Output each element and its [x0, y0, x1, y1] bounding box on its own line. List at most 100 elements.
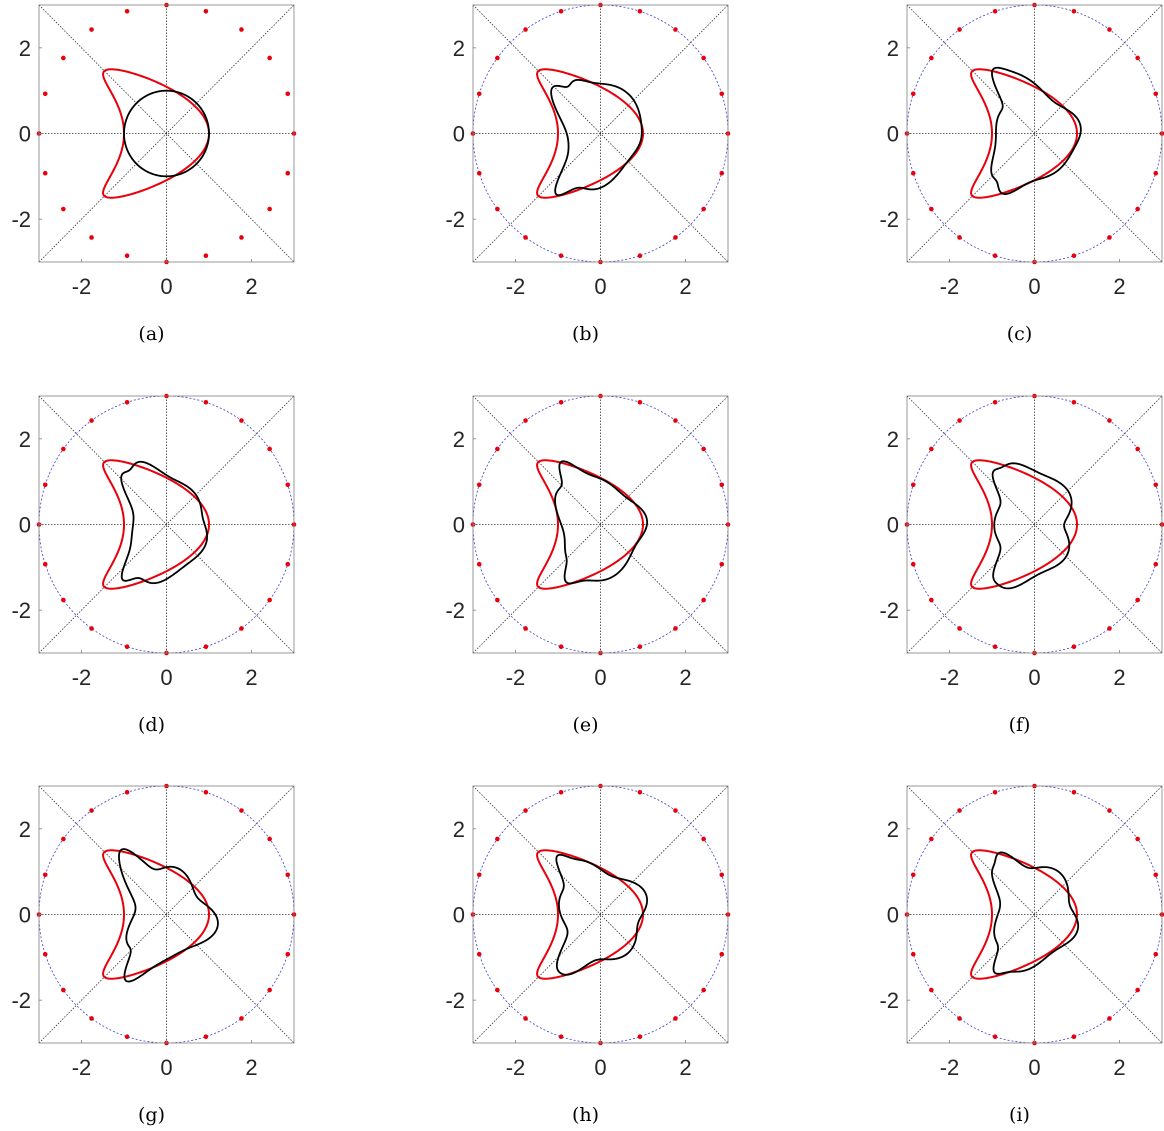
panel-caption: (i): [1009, 1104, 1030, 1126]
source-point: [267, 446, 272, 452]
source-point: [239, 626, 244, 631]
source-point: [1071, 8, 1077, 14]
source-point: [124, 253, 130, 259]
antidiagonal-guide-line: [473, 396, 728, 653]
source-point: [1107, 235, 1112, 240]
y-tick-label: 2: [453, 427, 465, 452]
x-tick-label: 2: [245, 665, 257, 690]
source-point: [267, 987, 272, 993]
x-tick-label: 0: [594, 665, 606, 690]
source-point: [495, 836, 500, 842]
source-point: [89, 418, 94, 423]
source-point: [701, 206, 706, 212]
source-point: [637, 8, 643, 14]
source-point: [992, 789, 998, 795]
source-point: [719, 561, 725, 567]
reconstruction-curve: [991, 462, 1073, 590]
y-tick-label: 0: [887, 903, 899, 928]
reconstruction-curve: [991, 851, 1080, 975]
source-point: [42, 951, 48, 957]
true-obstacle-curve: [970, 459, 1079, 590]
source-point: [89, 235, 94, 240]
antidiagonal-guide-line: [907, 396, 1162, 653]
plot-area: [39, 5, 294, 262]
source-point: [285, 872, 291, 878]
source-point: [203, 789, 209, 795]
x-tick-label: 2: [245, 274, 257, 299]
source-point: [637, 399, 643, 405]
source-point: [719, 170, 725, 176]
panel-caption: (b): [572, 323, 599, 345]
source-point: [1135, 206, 1140, 212]
x-tick-label: -2: [72, 665, 92, 690]
source-point: [124, 1034, 130, 1040]
x-tick-label: 0: [594, 1055, 606, 1080]
chart-panel-c: -2 0 2 -2 0 2 (c): [879, 2, 1164, 345]
antidiagonal-guide-line: [473, 786, 728, 1043]
y-tick-label: 2: [453, 36, 465, 61]
y-tick-label: -2: [445, 988, 465, 1013]
source-point: [957, 1016, 962, 1021]
chart-panel-e: -2 0 2 -2 0 2 (e): [445, 393, 731, 736]
y-tick-label: 0: [453, 122, 465, 147]
source-point: [239, 418, 244, 423]
panel-caption: (a): [138, 323, 164, 345]
measurement-circle: [473, 396, 728, 653]
source-point: [239, 27, 244, 32]
y-tick-label: 0: [453, 513, 465, 538]
x-tick-label: -2: [72, 274, 92, 299]
source-point: [719, 872, 725, 878]
source-point: [1153, 91, 1159, 97]
source-point: [476, 482, 482, 488]
source-point: [701, 836, 706, 842]
source-point: [1071, 789, 1077, 795]
x-tick-label: -2: [506, 665, 526, 690]
y-tick-label: -2: [445, 207, 465, 232]
source-point: [992, 253, 998, 259]
source-point: [673, 418, 678, 423]
reconstruction-curve: [990, 66, 1082, 195]
source-point: [495, 987, 500, 993]
source-point: [1135, 597, 1140, 603]
source-point: [1135, 987, 1140, 993]
true-obstacle-curve: [970, 68, 1079, 199]
source-point: [1107, 626, 1112, 631]
source-point: [558, 789, 564, 795]
x-tick-label: 0: [160, 1055, 172, 1080]
x-tick-label: 0: [1028, 274, 1040, 299]
source-point: [285, 561, 291, 567]
measurement-circle: [473, 786, 728, 1043]
source-point: [910, 482, 916, 488]
source-point: [203, 8, 209, 14]
source-point: [1135, 446, 1140, 452]
y-tick-label: 2: [453, 817, 465, 842]
source-point: [1107, 808, 1112, 813]
y-tick-label: 0: [19, 513, 31, 538]
x-tick-label: 0: [1028, 665, 1040, 690]
plot-area: [907, 5, 1162, 262]
source-point: [957, 808, 962, 813]
x-tick-label: -2: [940, 665, 960, 690]
source-point: [285, 91, 291, 97]
source-point: [124, 399, 130, 405]
panel-caption: (h): [572, 1104, 599, 1126]
source-point: [1071, 253, 1077, 259]
source-point: [61, 446, 66, 452]
x-tick-label: -2: [940, 1055, 960, 1080]
source-point: [929, 446, 934, 452]
y-tick-label: -2: [11, 207, 31, 232]
source-point: [124, 789, 130, 795]
y-tick-label: 2: [19, 427, 31, 452]
source-point: [637, 1034, 643, 1040]
source-point: [992, 399, 998, 405]
x-tick-label: 2: [1113, 665, 1125, 690]
source-point: [957, 418, 962, 423]
plot-area: [473, 396, 728, 653]
source-point: [719, 482, 725, 488]
source-point: [239, 808, 244, 813]
source-point: [285, 170, 291, 176]
true-obstacle-curve: [102, 459, 211, 590]
y-tick-label: 0: [19, 903, 31, 928]
source-point: [673, 235, 678, 240]
source-point: [476, 91, 482, 97]
